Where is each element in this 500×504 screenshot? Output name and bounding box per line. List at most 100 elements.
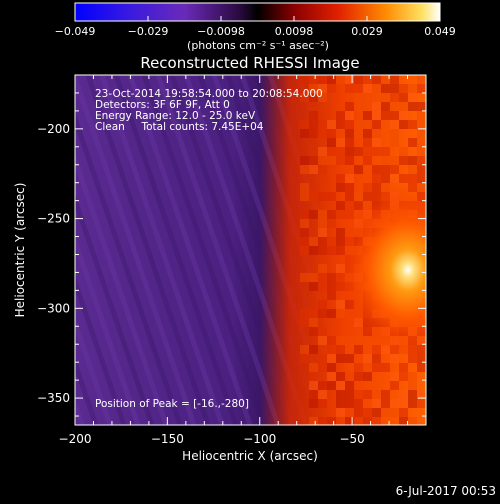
- stripe: [75, 233, 141, 425]
- stripe: [75, 315, 113, 425]
- pixel-block: [381, 165, 390, 174]
- pixel-block: [300, 237, 309, 246]
- pixel-block: [327, 282, 336, 291]
- pixel-block: [381, 174, 390, 183]
- pixel-block: [363, 111, 372, 120]
- y-tick-label: −250: [37, 212, 70, 226]
- pixel-block: [381, 93, 390, 102]
- pixel-block: [372, 165, 381, 174]
- pixel-block: [336, 111, 345, 120]
- pixel-block: [345, 417, 354, 425]
- pixel-block: [372, 111, 381, 120]
- pixel-block: [408, 165, 417, 174]
- pixel-block: [327, 372, 336, 381]
- pixel-block: [318, 381, 327, 390]
- pixel-block: [363, 183, 372, 192]
- pixel-block: [300, 246, 309, 255]
- pixel-block: [318, 309, 327, 318]
- pixel-block: [417, 156, 426, 165]
- pixel-block: [336, 156, 345, 165]
- pixel-block: [399, 147, 408, 156]
- pixel-block: [408, 399, 417, 408]
- pixel-block: [309, 372, 318, 381]
- pixel-block: [318, 363, 327, 372]
- pixel-block: [300, 354, 309, 363]
- pixel-block: [345, 75, 354, 84]
- pixel-block: [327, 129, 336, 138]
- pixel-block: [417, 84, 426, 93]
- pixel-block: [300, 156, 309, 165]
- colorbar-tick-label: −0.029: [128, 25, 169, 38]
- pixel-block: [381, 363, 390, 372]
- pixel-block: [363, 156, 372, 165]
- stripe: [466, 75, 500, 425]
- pixel-block: [372, 138, 381, 147]
- pixel-block: [309, 111, 318, 120]
- pixel-block: [390, 381, 399, 390]
- pixel-block: [327, 336, 336, 345]
- pixel-block: [417, 120, 426, 129]
- pixel-block: [372, 399, 381, 408]
- pixel-block: [408, 84, 417, 93]
- pixel-block: [309, 129, 318, 138]
- stripe: [452, 75, 500, 425]
- pixel-block: [318, 237, 327, 246]
- pixel-block: [300, 120, 309, 129]
- pixel-block: [363, 120, 372, 129]
- pixel-block: [336, 345, 345, 354]
- pixel-block: [372, 417, 381, 425]
- pixel-block: [363, 174, 372, 183]
- pixel-block: [309, 93, 318, 102]
- pixel-block: [300, 165, 309, 174]
- pixel-block: [327, 309, 336, 318]
- pixel-block: [399, 120, 408, 129]
- pixel-block: [372, 174, 381, 183]
- pixel-block: [309, 282, 318, 291]
- pixel-block: [390, 156, 399, 165]
- pixel-block: [309, 390, 318, 399]
- pixel-block: [390, 84, 399, 93]
- pixel-block: [372, 183, 381, 192]
- pixel-block: [336, 309, 345, 318]
- stripe: [75, 356, 99, 425]
- stripe: [0, 75, 12, 425]
- stripe: [75, 111, 183, 425]
- pixel-block: [336, 228, 345, 237]
- pixel-block: [372, 102, 381, 111]
- image-title: Reconstructed RHESSI Image: [140, 54, 359, 72]
- pixel-block: [309, 237, 318, 246]
- pixel-block: [309, 327, 318, 336]
- pixel-block: [417, 147, 426, 156]
- pixel-block: [345, 345, 354, 354]
- pixel-block: [345, 210, 354, 219]
- pixel-block: [408, 174, 417, 183]
- pixel-block: [309, 246, 318, 255]
- pixel-block: [336, 147, 345, 156]
- colorbar-tick-label: 0.0098: [275, 25, 314, 38]
- pixel-block: [399, 363, 408, 372]
- pixel-block: [363, 417, 372, 425]
- pixel-block: [354, 93, 363, 102]
- pixel-block: [309, 381, 318, 390]
- pixel-block: [318, 300, 327, 309]
- pixel-block: [327, 210, 336, 219]
- pixel-block: [417, 111, 426, 120]
- pixel-block: [309, 120, 318, 129]
- pixel-block: [417, 165, 426, 174]
- pixel-block: [309, 309, 318, 318]
- y-tick-label: −300: [37, 301, 70, 315]
- pixel-block: [309, 345, 318, 354]
- pixel-block: [363, 354, 372, 363]
- pixel-block: [399, 93, 408, 102]
- x-tick-label: −100: [243, 432, 276, 446]
- pixel-block: [345, 354, 354, 363]
- pixel-block: [318, 336, 327, 345]
- pixel-block: [381, 111, 390, 120]
- pixel-block: [354, 201, 363, 210]
- pixel-block: [327, 354, 336, 363]
- pixel-block: [318, 246, 327, 255]
- y-tick-label: −200: [37, 122, 70, 136]
- pixel-block: [390, 129, 399, 138]
- pixel-block: [381, 408, 390, 417]
- pixel-block: [336, 129, 345, 138]
